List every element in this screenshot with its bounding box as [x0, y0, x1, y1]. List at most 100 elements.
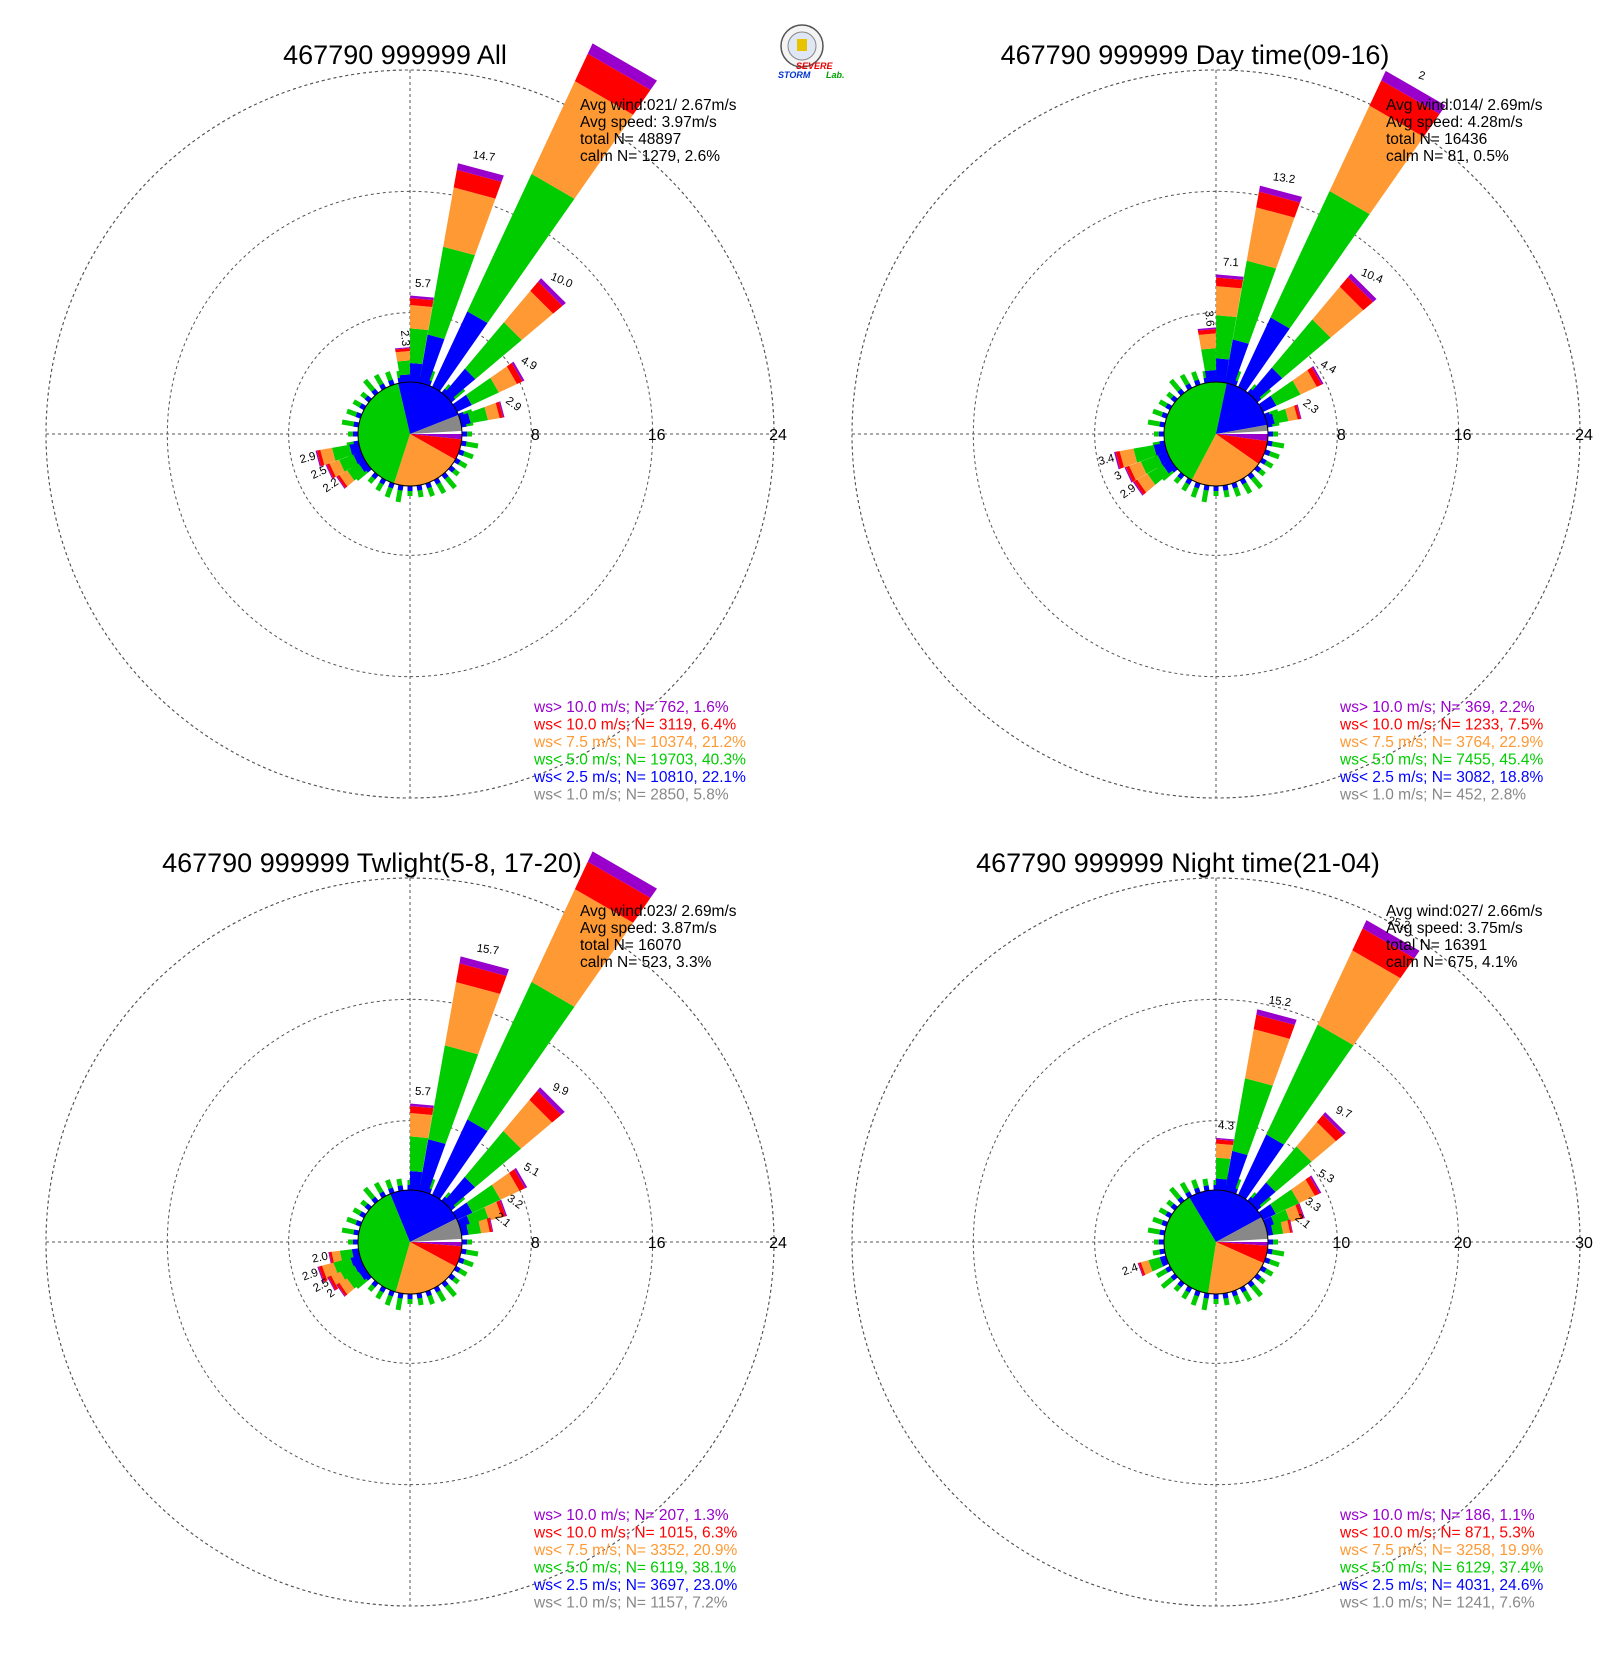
ring-label: 8: [531, 427, 540, 444]
wind-bar-segment: [336, 1282, 348, 1297]
avg-speed-text: Avg speed: 3.97m/s: [580, 114, 717, 131]
wind-bar-segment: [329, 1251, 335, 1266]
wind-rose-panel: 467790 999999 All 8 16 24 14.7 10.0 4.9 2.9 5.7 2…: [45, 40, 787, 804]
wind-bar-segment: [499, 1199, 508, 1217]
minor-spoke-inner: [1239, 477, 1247, 485]
minor-spoke-inner: [458, 449, 465, 456]
minor-spoke-inner: [1247, 472, 1255, 480]
minor-spoke-inner: [371, 388, 379, 396]
pie-slice: [410, 1218, 462, 1242]
wind-bar-segment: [537, 1087, 565, 1115]
minor-spoke-inner: [458, 412, 465, 419]
ring-label: 30: [1575, 1235, 1593, 1252]
wind-bar-segment: [1147, 464, 1169, 485]
wind-bar-segment: [1216, 274, 1244, 280]
bar-label: 2.3: [398, 330, 411, 347]
bar-label: 4.4: [1318, 358, 1338, 377]
wind-bar-segment: [1197, 329, 1216, 335]
wind-bar-segment: [1140, 1260, 1153, 1275]
pie-slice: [410, 434, 462, 460]
wind-bar-segment: [336, 474, 348, 489]
wind-bar-segment: [1264, 413, 1275, 425]
minor-spoke-inner: [425, 1187, 432, 1194]
minor-spoke-inner: [425, 1290, 432, 1297]
ring-label: 24: [769, 1235, 787, 1252]
legend-entry: ws< 1.0 m/s; N= 1241, 7.6%: [1339, 1595, 1535, 1612]
minor-spoke-inner: [460, 1248, 467, 1255]
total-n-text: total N= 16070: [580, 937, 682, 954]
wind-bar-segment: [1232, 1078, 1273, 1155]
minor-spoke-inner: [1264, 412, 1271, 419]
wind-bar-segment: [456, 163, 504, 182]
wind-bar-segment: [530, 281, 563, 314]
minor-spoke-inner: [1203, 484, 1210, 491]
wind-bar-segment: [410, 305, 433, 330]
wind-bar-segment: [1216, 1178, 1227, 1191]
legend-entry: ws< 1.0 m/s; N= 1157, 7.2%: [533, 1595, 728, 1612]
wind-bar-segment: [1157, 451, 1171, 465]
wind-bar-segment: [1119, 448, 1138, 468]
bar-label: 2.9: [299, 450, 318, 466]
legend-entry: ws> 10.0 m/s; N= 762, 1.6%: [533, 699, 729, 716]
minor-spoke-inner: [1165, 457, 1173, 465]
bar-label: 4.9: [519, 355, 539, 373]
wind-bar-segment: [1249, 1182, 1276, 1209]
minor-spoke-inner: [1177, 472, 1185, 480]
ring-label: 16: [1454, 427, 1472, 444]
bar-label: 2.9: [503, 395, 523, 414]
wind-bar-segment: [1225, 339, 1249, 386]
minor-spoke-inner: [448, 465, 456, 473]
wind-bar-segment: [347, 1271, 365, 1289]
wind-bar-segment: [1216, 1137, 1234, 1141]
bar-label: 15.7: [476, 943, 500, 958]
minor-spoke-inner: [1266, 440, 1273, 447]
minor-spoke-inner: [416, 1185, 423, 1192]
minor-spoke-inner: [364, 1203, 372, 1211]
pie-slice: [1216, 1242, 1268, 1246]
pie-slice: [393, 434, 456, 486]
wind-bar-segment: [503, 1099, 553, 1149]
wind-bar-segment: [1309, 1175, 1322, 1194]
ring-label: 8: [531, 1235, 540, 1252]
wind-bar-segment: [317, 1266, 325, 1283]
minor-spoke-inner: [1194, 1290, 1201, 1297]
minor-spoke-inner: [1264, 449, 1271, 456]
calm-n-text: calm N= 81, 0.5%: [1386, 148, 1509, 165]
minor-spoke-inner: [388, 379, 395, 386]
wind-bar-segment: [395, 348, 410, 353]
wind-bar-segment: [1238, 317, 1290, 392]
minor-spoke-inner: [1231, 482, 1238, 489]
pie-outline: [1163, 1189, 1269, 1295]
minor-spoke-inner: [1185, 1285, 1193, 1293]
wind-bar-segment: [503, 290, 554, 341]
chart-title: 467790 999999 Day time(09-16): [1001, 40, 1390, 70]
minor-spoke-inner: [1185, 383, 1193, 391]
minor-spoke-inner: [371, 472, 379, 480]
logo-shield: [797, 39, 807, 51]
wind-bar-segment: [506, 362, 523, 384]
wind-bar-segment: [1285, 1205, 1301, 1223]
wind-bar-segment: [1256, 1009, 1297, 1025]
minor-spoke-inner: [1159, 1229, 1166, 1236]
wind-bar-segment: [315, 450, 322, 467]
wind-bar-segment: [1381, 70, 1446, 115]
legend-entry: ws> 10.0 m/s; N= 369, 2.2%: [1339, 699, 1535, 716]
wind-bar-segment: [484, 1201, 502, 1221]
wind-bar-segment: [1289, 1219, 1293, 1233]
minor-spoke-inner: [1185, 477, 1193, 485]
minor-spoke-inner: [1231, 379, 1238, 386]
minor-spoke-inner: [453, 457, 461, 465]
minor-spoke-inner: [460, 440, 467, 447]
minor-spoke-inner: [1177, 388, 1185, 396]
wind-bar-segment: [509, 1169, 526, 1191]
bar-label: 10.4: [1359, 267, 1385, 287]
wind-bar-segment: [1285, 405, 1298, 422]
minor-spoke-inner: [1254, 1203, 1262, 1211]
bar-label: 10.0: [549, 271, 574, 291]
logo-word-storm: STORM: [778, 70, 811, 80]
bar-label: 2.3: [1300, 397, 1320, 416]
bar-label: 5.3: [1316, 1168, 1336, 1186]
wind-bar-segment: [1115, 451, 1124, 469]
